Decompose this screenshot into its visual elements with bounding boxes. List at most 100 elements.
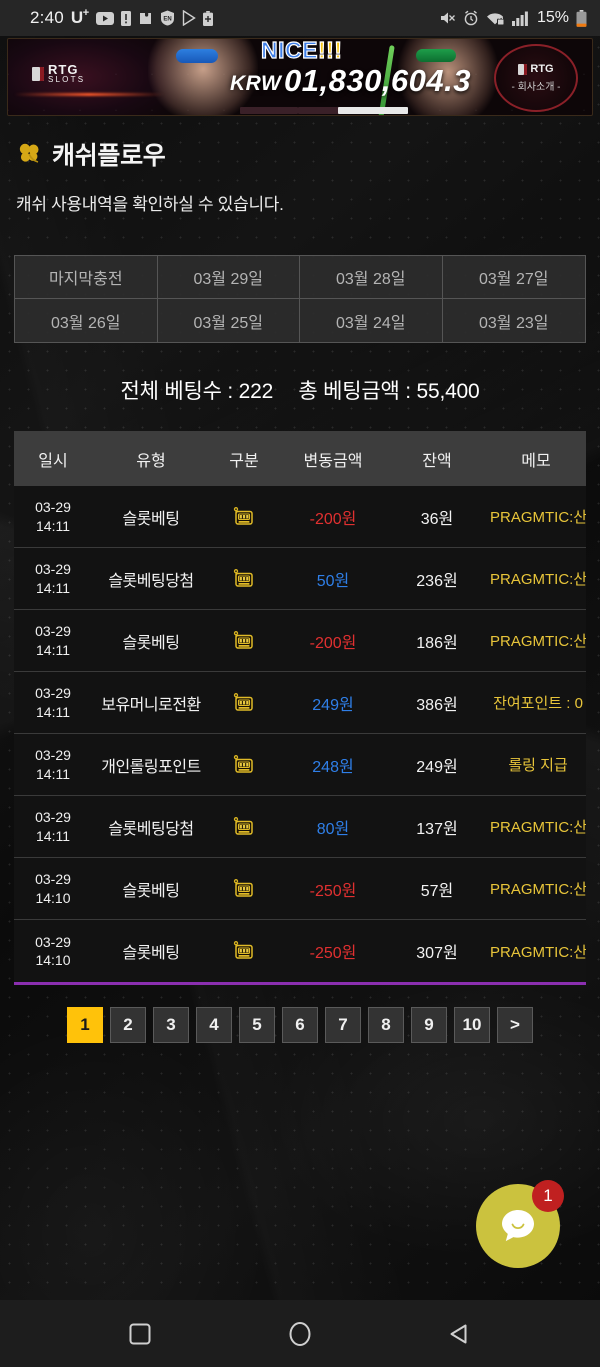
clover-icon <box>19 143 39 163</box>
chat-unread-badge: 1 <box>532 1180 564 1212</box>
pagination-next-button[interactable]: > <box>497 1007 533 1043</box>
status-bar-left: 2:40 U + EN <box>30 7 439 28</box>
alarm-icon <box>464 10 478 26</box>
date-filter-cell[interactable]: 03월 27일 <box>442 256 585 299</box>
pagination-page-button[interactable]: 2 <box>110 1007 146 1043</box>
play-store-icon <box>182 10 196 26</box>
table-column-header: 메모 <box>521 452 551 470</box>
slot-machine-icon <box>233 630 253 649</box>
rtg-mark-icon <box>32 66 44 81</box>
date-filter-cell[interactable]: 03월 23일 <box>479 314 549 332</box>
row-type: 보유머니로전환 <box>101 696 201 714</box>
pagination[interactable]: 1 2 3 4 5 6 7 8 9 10 > <box>0 1007 600 1043</box>
row-balance: 236원 <box>416 572 458 590</box>
table-column-header: 유형 <box>136 452 166 470</box>
row-memo: PRAGMTIC:산타 <box>490 819 586 836</box>
slot-machine-icon <box>233 568 253 587</box>
row-memo: PRAGMTIC:산타 <box>490 881 586 898</box>
slot-machine-icon <box>233 692 253 711</box>
banner-light-streak <box>14 93 164 96</box>
rtg-wordmark: RTG SLOTS <box>48 62 86 84</box>
pagination-page-button[interactable]: 10 <box>454 1007 490 1043</box>
table-column-header: 잔액 <box>422 452 452 470</box>
banner-brand-logo: RTG SLOTS <box>32 63 85 84</box>
promo-banner[interactable]: RTG SLOTS NICE!!! KRW 01,830,604.3 RTG - … <box>7 38 593 116</box>
row-datetime: 03-29 14:11 <box>35 499 71 534</box>
battery-percent-label: 15% <box>536 9 569 26</box>
pagination-page-button[interactable]: 5 <box>239 1007 275 1043</box>
row-memo: 롤링 지급 <box>508 757 568 774</box>
slot-machine-icon <box>233 754 253 773</box>
banner-model-left-detail <box>176 49 218 63</box>
slot-machine-icon <box>233 816 253 835</box>
row-amount: 80원 <box>316 820 350 838</box>
row-amount: 249원 <box>312 696 354 714</box>
row-balance: 307원 <box>416 945 458 962</box>
table-header-row: 일시 유형 구분 변동금액 잔액 메모 <box>14 431 586 486</box>
android-nav-bar <box>0 1300 600 1367</box>
slot-machine-icon <box>233 941 253 959</box>
row-datetime: 03-29 14:11 <box>35 809 71 844</box>
row-category-icon-cell <box>210 567 278 591</box>
pagination-page-button[interactable]: 9 <box>411 1007 447 1043</box>
table-row[interactable]: 03-29 14:11 보유머니로전환 249원 386원 잔여포인트 : 0 <box>14 672 586 734</box>
chat-fab-button[interactable]: 1 <box>476 1180 564 1268</box>
table-column-header: 변동금액 <box>303 452 363 470</box>
pagination-page-button[interactable]: 7 <box>325 1007 361 1043</box>
signal-icon <box>511 11 528 26</box>
row-category-icon-cell <box>210 939 278 963</box>
pagination-page-button[interactable]: 8 <box>368 1007 404 1043</box>
back-icon[interactable] <box>446 1320 474 1348</box>
date-filter-cell[interactable]: 03월 28일 <box>300 256 443 299</box>
youtube-icon <box>96 11 115 25</box>
pagination-page-button[interactable]: 4 <box>196 1007 232 1043</box>
row-type: 슬롯베팅 <box>122 945 180 962</box>
pagination-page-button[interactable]: 3 <box>153 1007 189 1043</box>
svg-text:EN: EN <box>164 16 172 22</box>
table-column-header: 구분 <box>229 452 259 470</box>
pagination-page-button[interactable]: 1 <box>67 1007 103 1043</box>
page-title: 캐쉬플로우 <box>16 136 600 172</box>
row-balance: 57원 <box>420 882 454 900</box>
row-amount: 50원 <box>316 572 350 590</box>
date-filter-cell[interactable]: 마지막충전 <box>15 256 158 299</box>
banner-currency-label: KRW <box>230 72 282 95</box>
status-clock: 2:40 <box>30 8 64 27</box>
pagination-page-button[interactable]: 6 <box>282 1007 318 1043</box>
puzzle-icon <box>140 12 152 24</box>
table-row[interactable]: 03-29 14:11 개인롤링포인트 248원 249원 롤링 지급 <box>14 734 586 796</box>
date-filter-cell[interactable]: 03월 24일 <box>300 299 443 342</box>
row-type: 슬롯베팅 <box>122 882 180 900</box>
row-amount: -200원 <box>309 634 357 652</box>
row-memo: PRAGMTIC:산타 <box>490 633 586 650</box>
shield-en-icon: EN <box>161 10 175 26</box>
betting-summary: 전체 베팅수 : 222 총 베팅금액 : 55,400 <box>0 375 600 405</box>
mute-icon <box>440 12 455 24</box>
row-balance: 186원 <box>416 634 458 652</box>
home-icon[interactable] <box>286 1319 314 1349</box>
carrier-label: U + <box>70 7 90 27</box>
row-balance: 137원 <box>416 820 458 838</box>
row-datetime: 03-29 14:10 <box>35 933 71 968</box>
status-bar: 2:40 U + EN 15% <box>0 0 600 36</box>
row-category-icon-cell <box>210 877 278 901</box>
row-category-icon-cell <box>210 629 278 653</box>
date-filter-cell[interactable]: 03월 29일 <box>157 256 300 299</box>
row-memo: PRAGMTIC:산타 <box>490 509 586 526</box>
row-amount: -200원 <box>309 510 357 528</box>
date-filter-cell[interactable]: 03월 26일 <box>15 299 158 342</box>
recents-icon[interactable] <box>126 1320 154 1348</box>
date-filter-cell[interactable]: 03월 25일 <box>158 299 300 342</box>
summary-bet-total: 총 베팅금액 : 55,400 <box>298 380 480 403</box>
row-type: 슬롯베팅당첨 <box>108 820 194 838</box>
row-type: 슬롯베팅 <box>122 510 180 528</box>
summary-bet-count: 전체 베팅수 : 222 <box>120 380 274 403</box>
row-datetime: 03-29 14:10 <box>35 871 71 906</box>
banner-company-badge[interactable]: RTG - 회사소개 - <box>494 44 578 112</box>
